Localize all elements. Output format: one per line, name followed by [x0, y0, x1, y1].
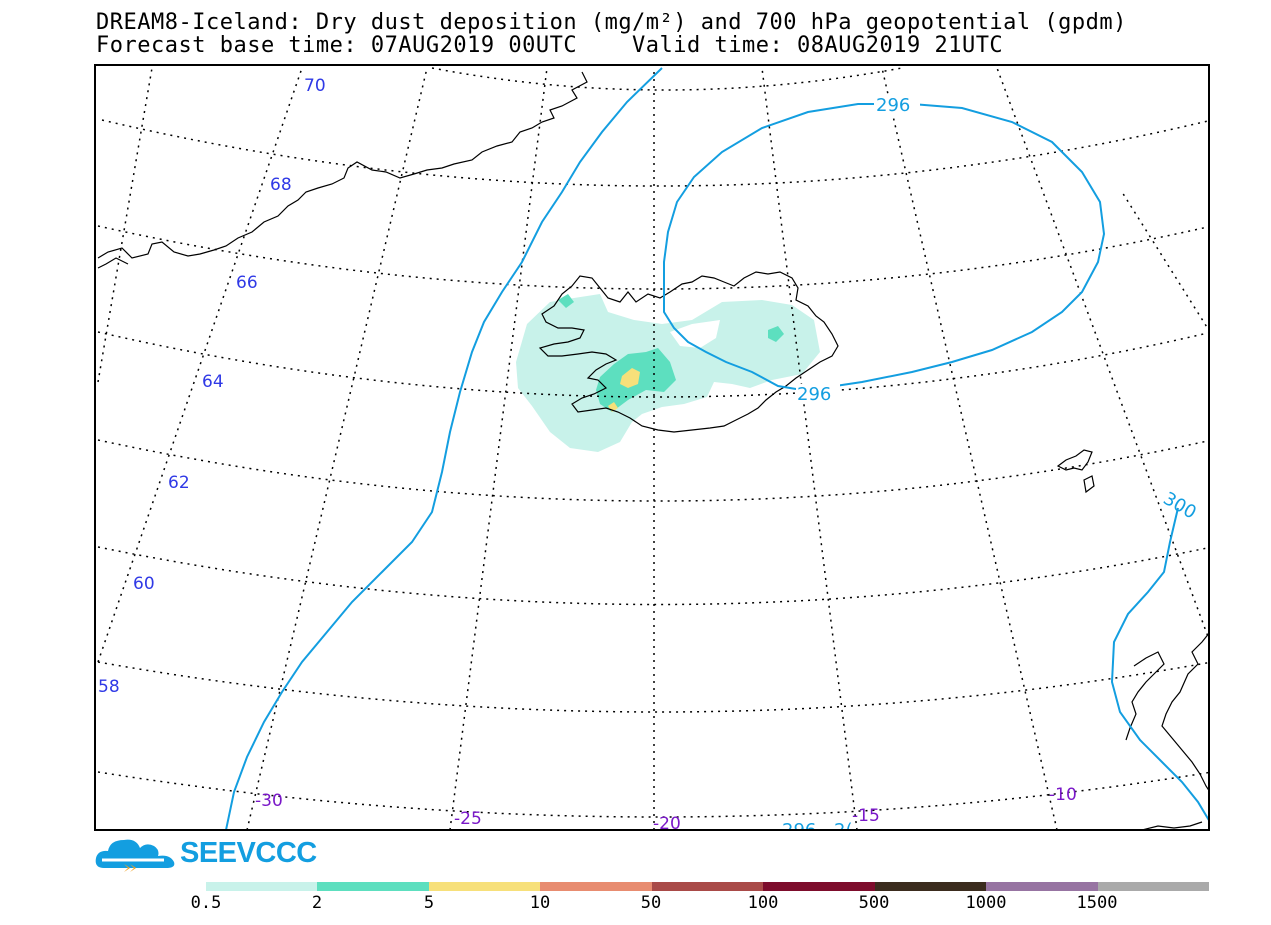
parallel-68	[101, 119, 1208, 187]
colorbar-segment	[206, 882, 318, 891]
parallel-70	[431, 67, 903, 91]
colorbar-label: 2	[311, 893, 323, 913]
contour-west	[225, 67, 663, 829]
contour-label: 296	[876, 95, 910, 116]
graticule	[97, 67, 1208, 829]
contour-label: 296	[782, 820, 816, 829]
colorbar-label: 100	[747, 893, 779, 913]
latitude-label: 66	[236, 273, 258, 293]
dust-area-high	[620, 368, 640, 388]
map-title: DREAM8-Iceland: Dry dust deposition (mg/…	[96, 10, 1127, 35]
map-frame: 70 68 66 64 62 60 58 -30 -25 -20 -15 -10…	[94, 64, 1210, 831]
latitude-label: 62	[168, 473, 190, 493]
contour-label-bg	[796, 384, 840, 404]
latitude-label: 68	[270, 175, 292, 195]
coastline-iceland	[538, 271, 839, 433]
meridian-40	[97, 67, 153, 383]
colorbar-label: 1500	[1076, 893, 1118, 913]
colorbar-segment	[986, 882, 1098, 891]
coastlines	[97, 71, 1208, 829]
colorbar-label: 1000	[965, 893, 1007, 913]
colorbar-segment	[874, 882, 987, 891]
colorbar-segment	[1097, 882, 1209, 891]
dust-area-medium-east	[768, 326, 784, 342]
latitude-label: 70	[304, 76, 326, 96]
dust-area-medium-north	[558, 294, 574, 308]
parallel-60	[97, 546, 1208, 606]
seevccc-logo: SEEVCCC	[94, 834, 354, 874]
latitude-label: 60	[133, 574, 155, 594]
cloud-logo-icon	[95, 839, 175, 872]
colorbar-label: 0.5	[190, 893, 222, 913]
parallel-66	[97, 225, 1208, 290]
dust-area-white-gap	[670, 320, 720, 348]
colorbar-label: 50	[640, 893, 662, 913]
colorbar-segment	[763, 882, 875, 891]
colorbar-label: 10	[529, 893, 551, 913]
longitude-label: -30	[255, 791, 283, 811]
parallel-58	[97, 661, 1208, 713]
colorbar-segment	[428, 882, 541, 891]
longitude-label: -10	[1049, 785, 1077, 805]
colorbar-label: 5	[423, 893, 435, 913]
map-subtitle-times: Forecast base time: 07AUG2019 00UTC Vali…	[96, 33, 1004, 58]
map-canvas: 70 68 66 64 62 60 58 -30 -25 -20 -15 -10…	[97, 67, 1208, 829]
contour-label-bg	[874, 95, 920, 115]
contour-label: 2(	[834, 820, 852, 829]
colorbar-segment	[540, 882, 652, 891]
colorbar-segment	[317, 882, 429, 891]
parallel-64	[97, 331, 1208, 398]
meridian-10	[881, 67, 1058, 829]
geopotential-contours	[225, 67, 1208, 829]
colorbar-label: 500	[858, 893, 890, 913]
dust-deposition-shading	[516, 294, 820, 452]
coastline-greenland	[97, 71, 588, 269]
colorbar	[206, 882, 1209, 891]
contour-label: 296	[797, 384, 831, 405]
colorbar-segment	[651, 882, 764, 891]
contour-300-east	[1110, 507, 1208, 821]
longitude-label: -25	[454, 809, 482, 829]
meridian-0	[1121, 191, 1208, 331]
contour-label: 300	[1160, 488, 1200, 523]
meridian-5	[996, 67, 1208, 639]
meridian-30	[246, 67, 428, 829]
contour-296-loop	[663, 103, 1106, 392]
latitude-label: 64	[202, 372, 224, 392]
logo-text: SEEVCCC	[180, 837, 317, 869]
parallel-62	[97, 439, 1208, 502]
coastline-faroe	[1056, 449, 1095, 494]
longitude-label: -20	[653, 814, 681, 829]
latitude-label: 58	[98, 677, 120, 697]
longitude-label: -15	[852, 806, 880, 826]
meridian-15	[761, 67, 858, 829]
coastline-scotland	[1125, 633, 1208, 829]
meridian-35	[97, 67, 303, 663]
